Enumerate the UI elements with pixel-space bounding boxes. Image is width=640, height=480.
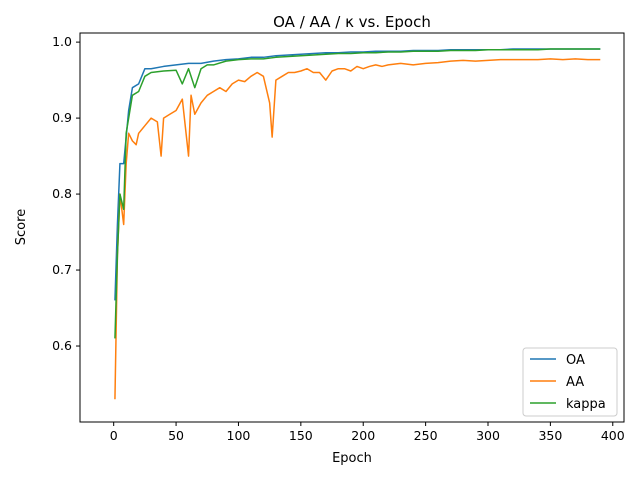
y-axis-label: Score [14, 209, 29, 245]
legend-label-kappa: kappa [566, 397, 606, 412]
series-line-aa [114, 58, 601, 400]
x-tick-label: 200 [351, 428, 375, 443]
x-tick-label: 400 [601, 428, 625, 443]
y-tick-label: 0.9 [52, 110, 72, 125]
legend-label-aa: AA [566, 375, 584, 390]
series-line-kappa [114, 48, 601, 339]
y-tick-label: 0.6 [52, 338, 72, 353]
x-tick-label: 350 [538, 428, 562, 443]
axis-layer: 0 50 100 150 200 250 300 350 400 0.6 0.7 0.8 0.9 1.0 [52, 32, 625, 443]
plot-frame [79, 32, 625, 423]
y-tick-label: 0.7 [52, 262, 72, 277]
x-tick-label: 300 [476, 428, 500, 443]
x-tick-label: 50 [168, 428, 184, 443]
x-tick-label: 150 [289, 428, 313, 443]
legend: OA AA kappa [522, 347, 618, 417]
x-axis-label: Epoch [332, 451, 372, 466]
y-tick-label: 1.0 [52, 34, 72, 49]
series-layer [114, 48, 601, 400]
x-tick-label: 100 [227, 428, 251, 443]
x-tick-label: 0 [110, 428, 118, 443]
x-tick-label: 250 [414, 428, 438, 443]
chart-title: OA / AA / κ vs. Epoch [273, 13, 431, 31]
y-tick-label: 0.8 [52, 186, 72, 201]
legend-label-oa: OA [566, 353, 585, 368]
legend-box [522, 347, 618, 417]
